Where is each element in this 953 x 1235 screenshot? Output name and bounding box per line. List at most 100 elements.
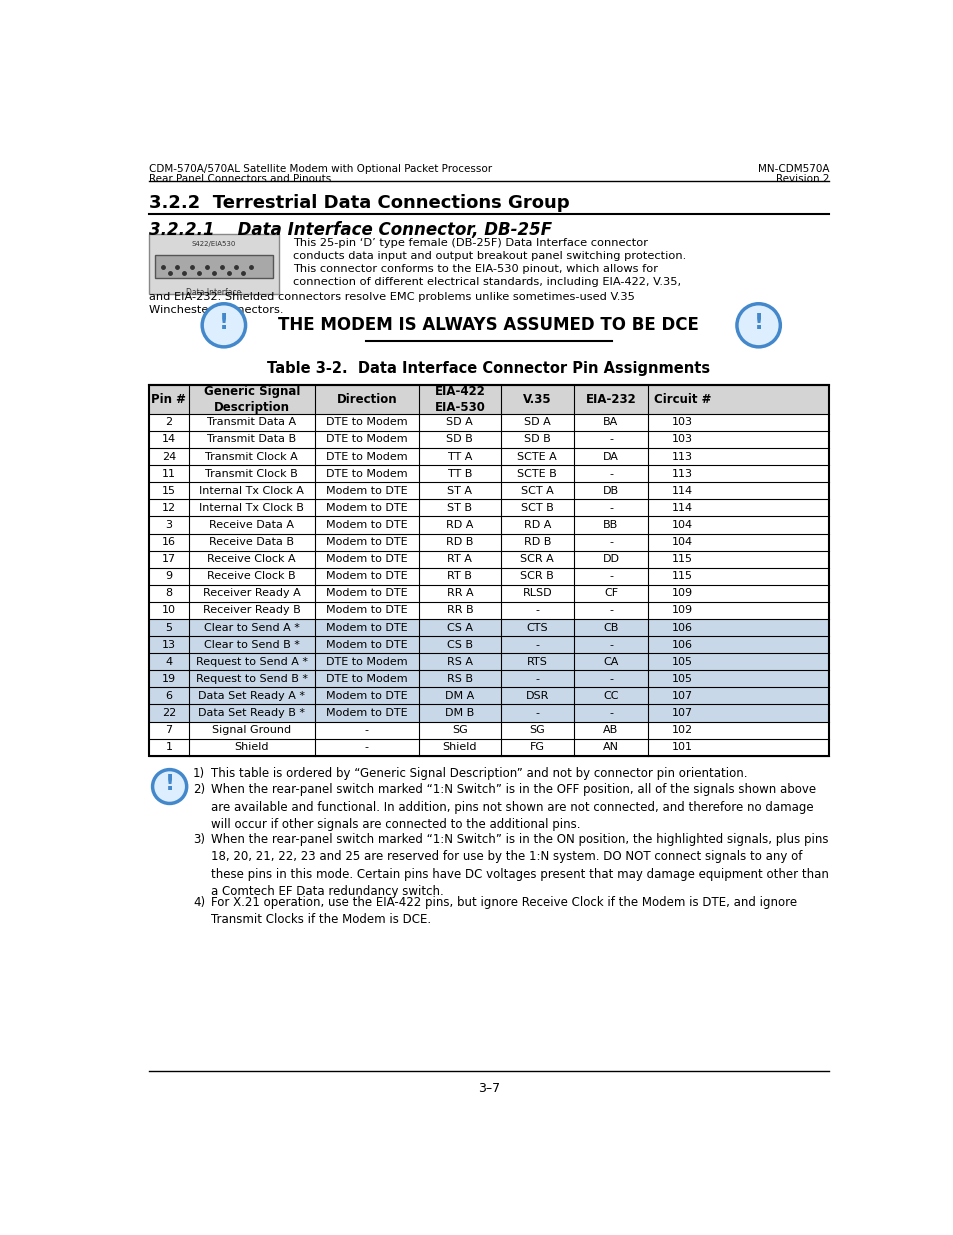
Text: For X.21 operation, use the EIA-422 pins, but ignore Receive Clock if the Modem : For X.21 operation, use the EIA-422 pins…	[211, 895, 796, 926]
FancyBboxPatch shape	[149, 568, 828, 585]
Text: -: -	[608, 605, 613, 615]
Circle shape	[152, 769, 187, 804]
FancyBboxPatch shape	[149, 704, 828, 721]
Text: -: -	[364, 725, 369, 735]
Text: !: !	[753, 312, 763, 333]
Text: Revision 2: Revision 2	[775, 174, 828, 184]
Text: SG: SG	[529, 725, 545, 735]
FancyBboxPatch shape	[149, 482, 828, 499]
Text: S422/EIA530: S422/EIA530	[192, 241, 235, 247]
Text: -: -	[535, 708, 538, 718]
Text: 8: 8	[165, 588, 172, 598]
Text: 109: 109	[672, 588, 693, 598]
Text: Request to Send A *: Request to Send A *	[195, 657, 308, 667]
Text: 17: 17	[162, 555, 175, 564]
Text: 19: 19	[162, 674, 175, 684]
Text: -: -	[608, 674, 613, 684]
FancyBboxPatch shape	[149, 233, 278, 294]
Text: 11: 11	[162, 468, 175, 479]
Text: Shield: Shield	[234, 742, 269, 752]
Text: AN: AN	[602, 742, 618, 752]
Text: 101: 101	[672, 742, 693, 752]
Text: Data Set Ready B *: Data Set Ready B *	[198, 708, 305, 718]
FancyBboxPatch shape	[149, 671, 828, 688]
Text: DB: DB	[602, 485, 618, 495]
FancyBboxPatch shape	[149, 534, 828, 551]
Text: Modem to DTE: Modem to DTE	[326, 605, 407, 615]
Text: TT B: TT B	[447, 468, 472, 479]
Text: Receive Clock A: Receive Clock A	[207, 555, 295, 564]
Text: SCTE A: SCTE A	[517, 452, 557, 462]
Text: 15: 15	[162, 485, 175, 495]
Text: 105: 105	[672, 657, 693, 667]
Text: Internal Tx Clock A: Internal Tx Clock A	[199, 485, 304, 495]
Text: 3.2.2.1    Data Interface Connector, DB-25F: 3.2.2.1 Data Interface Connector, DB-25F	[149, 221, 551, 240]
Text: DSR: DSR	[525, 690, 549, 701]
FancyBboxPatch shape	[154, 256, 273, 278]
Text: This connector conforms to the EIA-530 pinout, which allows for: This connector conforms to the EIA-530 p…	[293, 264, 658, 274]
FancyBboxPatch shape	[149, 636, 828, 653]
Text: Data Interface: Data Interface	[186, 288, 241, 298]
Text: -: -	[608, 640, 613, 650]
Text: RT A: RT A	[447, 555, 472, 564]
Text: 3): 3)	[193, 832, 205, 846]
Text: Clear to Send B *: Clear to Send B *	[204, 640, 299, 650]
Text: RLSD: RLSD	[522, 588, 552, 598]
Text: 14: 14	[162, 435, 175, 445]
Text: and EIA-232. Shielded connectors resolve EMC problems unlike sometimes-used V.35: and EIA-232. Shielded connectors resolve…	[149, 293, 634, 303]
Text: 107: 107	[672, 708, 693, 718]
Text: DA: DA	[602, 452, 618, 462]
Text: DTE to Modem: DTE to Modem	[326, 452, 407, 462]
Text: MN-CDM570A: MN-CDM570A	[757, 163, 828, 174]
FancyBboxPatch shape	[149, 431, 828, 448]
Text: FG: FG	[529, 742, 544, 752]
Text: RS A: RS A	[446, 657, 473, 667]
Text: -: -	[608, 435, 613, 445]
Text: SD A: SD A	[523, 417, 550, 427]
Text: 2: 2	[165, 417, 172, 427]
Text: -: -	[535, 640, 538, 650]
Text: -: -	[608, 537, 613, 547]
Text: Modem to DTE: Modem to DTE	[326, 640, 407, 650]
Text: -: -	[364, 742, 369, 752]
Text: 106: 106	[672, 622, 693, 632]
Text: 6: 6	[165, 690, 172, 701]
FancyBboxPatch shape	[149, 551, 828, 568]
Text: 7: 7	[165, 725, 172, 735]
Text: EIA-232: EIA-232	[585, 393, 636, 406]
Text: 115: 115	[672, 572, 693, 582]
Text: This 25-pin ‘D’ type female (DB-25F) Data Interface connector: This 25-pin ‘D’ type female (DB-25F) Dat…	[293, 238, 647, 248]
Text: 13: 13	[162, 640, 175, 650]
Text: Modem to DTE: Modem to DTE	[326, 622, 407, 632]
Text: 104: 104	[672, 537, 693, 547]
Text: Modem to DTE: Modem to DTE	[326, 485, 407, 495]
Text: Request to Send B *: Request to Send B *	[195, 674, 308, 684]
Text: RD B: RD B	[523, 537, 551, 547]
FancyBboxPatch shape	[149, 516, 828, 534]
Text: Table 3-2.  Data Interface Connector Pin Assignments: Table 3-2. Data Interface Connector Pin …	[267, 362, 710, 377]
FancyBboxPatch shape	[149, 619, 828, 636]
Text: RR A: RR A	[446, 588, 473, 598]
FancyBboxPatch shape	[149, 384, 828, 414]
Text: 114: 114	[672, 503, 693, 513]
Text: Modem to DTE: Modem to DTE	[326, 503, 407, 513]
Text: RD A: RD A	[523, 520, 551, 530]
Text: DTE to Modem: DTE to Modem	[326, 674, 407, 684]
Text: 109: 109	[672, 605, 693, 615]
Text: Generic Signal
Description: Generic Signal Description	[203, 385, 299, 414]
Text: Modem to DTE: Modem to DTE	[326, 690, 407, 701]
Text: Receive Data B: Receive Data B	[209, 537, 294, 547]
Text: Receiver Ready B: Receiver Ready B	[203, 605, 300, 615]
FancyBboxPatch shape	[149, 448, 828, 466]
Text: Transmit Clock A: Transmit Clock A	[205, 452, 298, 462]
Text: DTE to Modem: DTE to Modem	[326, 435, 407, 445]
Text: !: !	[218, 312, 229, 333]
Text: Modem to DTE: Modem to DTE	[326, 537, 407, 547]
Text: Transmit Data A: Transmit Data A	[207, 417, 296, 427]
Text: CTS: CTS	[526, 622, 548, 632]
Text: SG: SG	[452, 725, 467, 735]
Text: When the rear-panel switch marked “1:N Switch” is in the OFF position, all of th: When the rear-panel switch marked “1:N S…	[211, 783, 815, 831]
Text: Receive Clock B: Receive Clock B	[207, 572, 295, 582]
Text: 114: 114	[672, 485, 693, 495]
Text: conducts data input and output breakout panel switching protection.: conducts data input and output breakout …	[293, 251, 685, 262]
